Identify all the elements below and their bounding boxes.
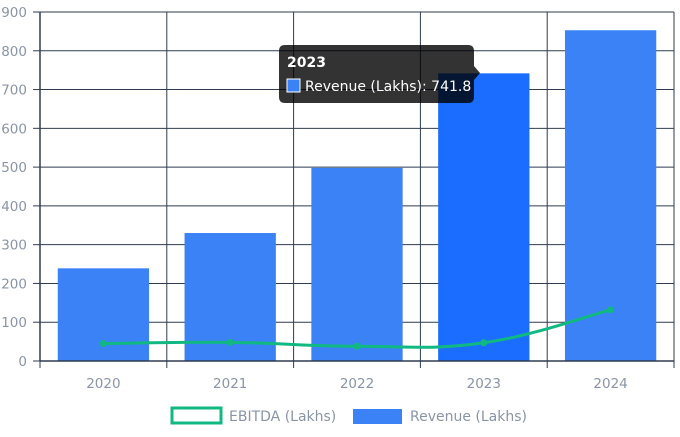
ebitda-point — [226, 338, 234, 346]
revenue-bars — [57, 30, 657, 362]
ebitda-point — [607, 306, 615, 314]
ebitda-point — [480, 339, 488, 347]
legend: EBITDA (Lakhs) Revenue (Lakhs) — [170, 406, 527, 425]
x-tick-label: 2020 — [86, 376, 120, 392]
x-axis: 2020 2021 2022 2023 2024 — [39, 12, 675, 392]
tooltip-swatch — [286, 78, 301, 93]
legend-swatch-ebitda[interactable] — [170, 406, 223, 425]
x-tick-label: 2021 — [213, 376, 247, 392]
y-tick-label: 200 — [1, 276, 27, 292]
x-tick-label: 2022 — [340, 376, 374, 392]
y-axis-ticks: 0 100 200 300 400 500 600 700 800 900 — [1, 5, 27, 370]
legend-swatch-revenue[interactable] — [353, 409, 402, 424]
ebitda-line — [99, 306, 615, 350]
y-tick-label: 100 — [1, 315, 27, 331]
revenue-bar — [438, 73, 530, 362]
revenue-bar — [311, 167, 403, 361]
tooltip-title: 2023 — [287, 55, 326, 71]
revenue-bar — [564, 30, 657, 361]
ebitda-point — [99, 340, 107, 348]
tooltip-value: Revenue (Lakhs): 741.8 — [305, 79, 471, 95]
x-tick-label: 2024 — [593, 376, 627, 392]
y-tick-label: 300 — [1, 238, 27, 254]
y-tick-label: 400 — [1, 199, 27, 215]
ebitda-point — [353, 342, 361, 350]
y-tick-label: 600 — [1, 121, 27, 137]
tooltip-box — [279, 45, 480, 103]
x-tick-label: 2023 — [467, 376, 501, 392]
legend-label-revenue[interactable]: Revenue (Lakhs) — [410, 409, 527, 425]
y-tick-label: 700 — [1, 83, 27, 99]
y-tick-label: 500 — [1, 160, 27, 176]
revenue-bar — [57, 268, 150, 361]
y-tick-label: 800 — [1, 44, 27, 60]
y-tick-label: 0 — [18, 354, 27, 370]
tooltip: 2023 Revenue (Lakhs): 741.8 — [279, 45, 480, 103]
y-tick-label: 900 — [1, 5, 27, 21]
legend-label-ebitda[interactable]: EBITDA (Lakhs) — [229, 409, 336, 425]
